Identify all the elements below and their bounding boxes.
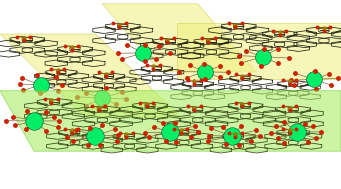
Polygon shape	[102, 4, 256, 72]
Polygon shape	[0, 91, 341, 151]
Polygon shape	[177, 23, 341, 79]
Polygon shape	[0, 34, 181, 117]
